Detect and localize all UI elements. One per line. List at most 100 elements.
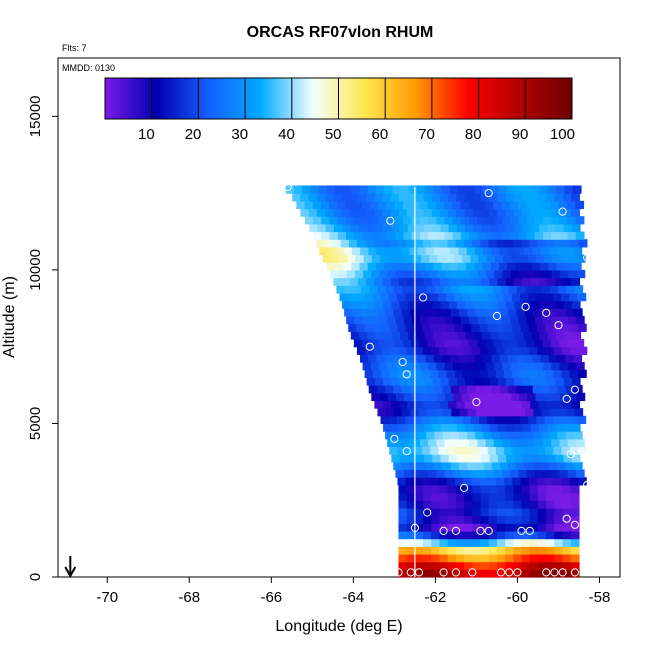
heatmap-cell — [475, 308, 485, 317]
heatmap-cell — [510, 315, 520, 325]
heatmap-cell — [483, 308, 493, 317]
heatmap-cell — [475, 461, 485, 471]
heatmap-cell — [571, 454, 581, 463]
heatmap-cell — [395, 269, 405, 279]
heatmap-cell — [447, 507, 457, 517]
sample-point — [525, 526, 534, 536]
heatmap-cell — [476, 200, 486, 210]
heatmap-cell — [389, 369, 399, 378]
heatmap-cell — [467, 431, 476, 440]
heatmap-cell — [432, 454, 442, 463]
heatmap-cell — [528, 292, 538, 302]
heatmap-cell — [499, 354, 509, 363]
heatmap-cell — [432, 377, 442, 386]
heatmap-cell — [513, 530, 523, 540]
heatmap-cell — [489, 193, 498, 202]
sample-point — [484, 189, 493, 198]
sample-point — [496, 568, 506, 577]
heatmap-cell — [467, 285, 477, 294]
heatmap-cell — [486, 269, 495, 279]
heatmap-cell — [562, 346, 571, 355]
heatmap-cell — [413, 477, 423, 486]
heatmap-cell — [522, 377, 532, 386]
heatmap-cell — [364, 292, 373, 302]
heatmap-cell — [465, 331, 475, 340]
heatmap-cell — [546, 193, 556, 202]
heatmap-cell — [502, 469, 511, 478]
heatmap-cell — [335, 246, 345, 256]
heatmap-cell — [576, 254, 586, 263]
heatmap-cell — [507, 246, 517, 256]
heatmap-cell — [333, 277, 343, 286]
heatmap-cell — [403, 216, 413, 225]
heatmap-cell — [547, 300, 556, 309]
heatmap-cell — [326, 262, 336, 271]
heatmap-cell — [325, 223, 335, 233]
heatmap-cell — [496, 507, 506, 517]
heatmap-cell — [472, 538, 482, 547]
heatmap-cell — [529, 500, 539, 509]
heatmap-cell — [520, 477, 530, 486]
heatmap-cell — [387, 231, 396, 240]
heatmap-cell — [458, 354, 468, 363]
heatmap-cell — [562, 492, 572, 501]
sample-point — [419, 293, 428, 302]
colorbar-tick-label: 10 — [138, 126, 155, 143]
heatmap-cell — [488, 569, 498, 578]
flights-note: Flts: 7 — [62, 43, 87, 53]
heatmap-cell — [563, 300, 573, 309]
heatmap-cell — [518, 362, 528, 371]
heatmap-cell — [561, 323, 571, 332]
heatmap-cell — [571, 277, 581, 286]
heatmap-cell — [498, 185, 508, 194]
heatmap-cell — [381, 369, 390, 378]
heatmap-cell — [414, 507, 424, 517]
heatmap-cell — [459, 285, 469, 294]
heatmap-cell — [493, 231, 503, 240]
heatmap-cell — [376, 385, 386, 394]
heatmap-cell — [484, 285, 493, 294]
heatmap-cell — [514, 300, 524, 309]
heatmap-cell — [480, 538, 490, 547]
heatmap-cell — [567, 438, 577, 448]
heatmap-cell — [393, 408, 403, 417]
heatmap-cell — [461, 469, 470, 478]
heatmap-cell — [388, 415, 398, 425]
heatmap-cell — [570, 484, 580, 494]
heatmap-cell — [523, 185, 533, 194]
heatmap-cell — [344, 308, 353, 317]
heatmap-cell — [555, 300, 565, 309]
heatmap-cell — [420, 315, 429, 325]
heatmap-cell — [534, 339, 544, 348]
heatmap-cell — [302, 185, 311, 194]
heatmap-cell — [523, 262, 533, 271]
heatmap-cell — [391, 223, 401, 233]
heatmap-cell — [505, 553, 514, 563]
heatmap-cell — [555, 454, 565, 463]
heatmap-cell — [420, 438, 429, 448]
heatmap-cell — [460, 231, 470, 240]
heatmap-cell — [524, 431, 534, 440]
heatmap-cell — [562, 538, 572, 547]
heatmap-cell — [464, 515, 473, 524]
sample-point — [492, 311, 501, 321]
heatmap-cell — [502, 269, 512, 279]
heatmap-cell — [472, 561, 482, 570]
heatmap-cell — [557, 461, 567, 471]
heatmap-cell — [398, 239, 407, 248]
heatmap-cell — [389, 239, 399, 248]
heatmap-cell — [383, 331, 393, 340]
heatmap-cell — [521, 538, 531, 547]
heatmap-cell — [531, 262, 541, 271]
heatmap-cell — [457, 331, 467, 340]
heatmap-cell — [573, 431, 583, 440]
heatmap-cell — [520, 323, 530, 332]
sample-point — [570, 568, 580, 577]
heatmap-cell — [557, 385, 567, 394]
heatmap-cell — [431, 553, 441, 563]
heatmap-cell — [393, 308, 403, 317]
heatmap-cell — [431, 530, 441, 540]
heatmap-cell — [393, 285, 403, 294]
heatmap-cell — [577, 477, 587, 486]
heatmap-cell — [526, 315, 536, 325]
